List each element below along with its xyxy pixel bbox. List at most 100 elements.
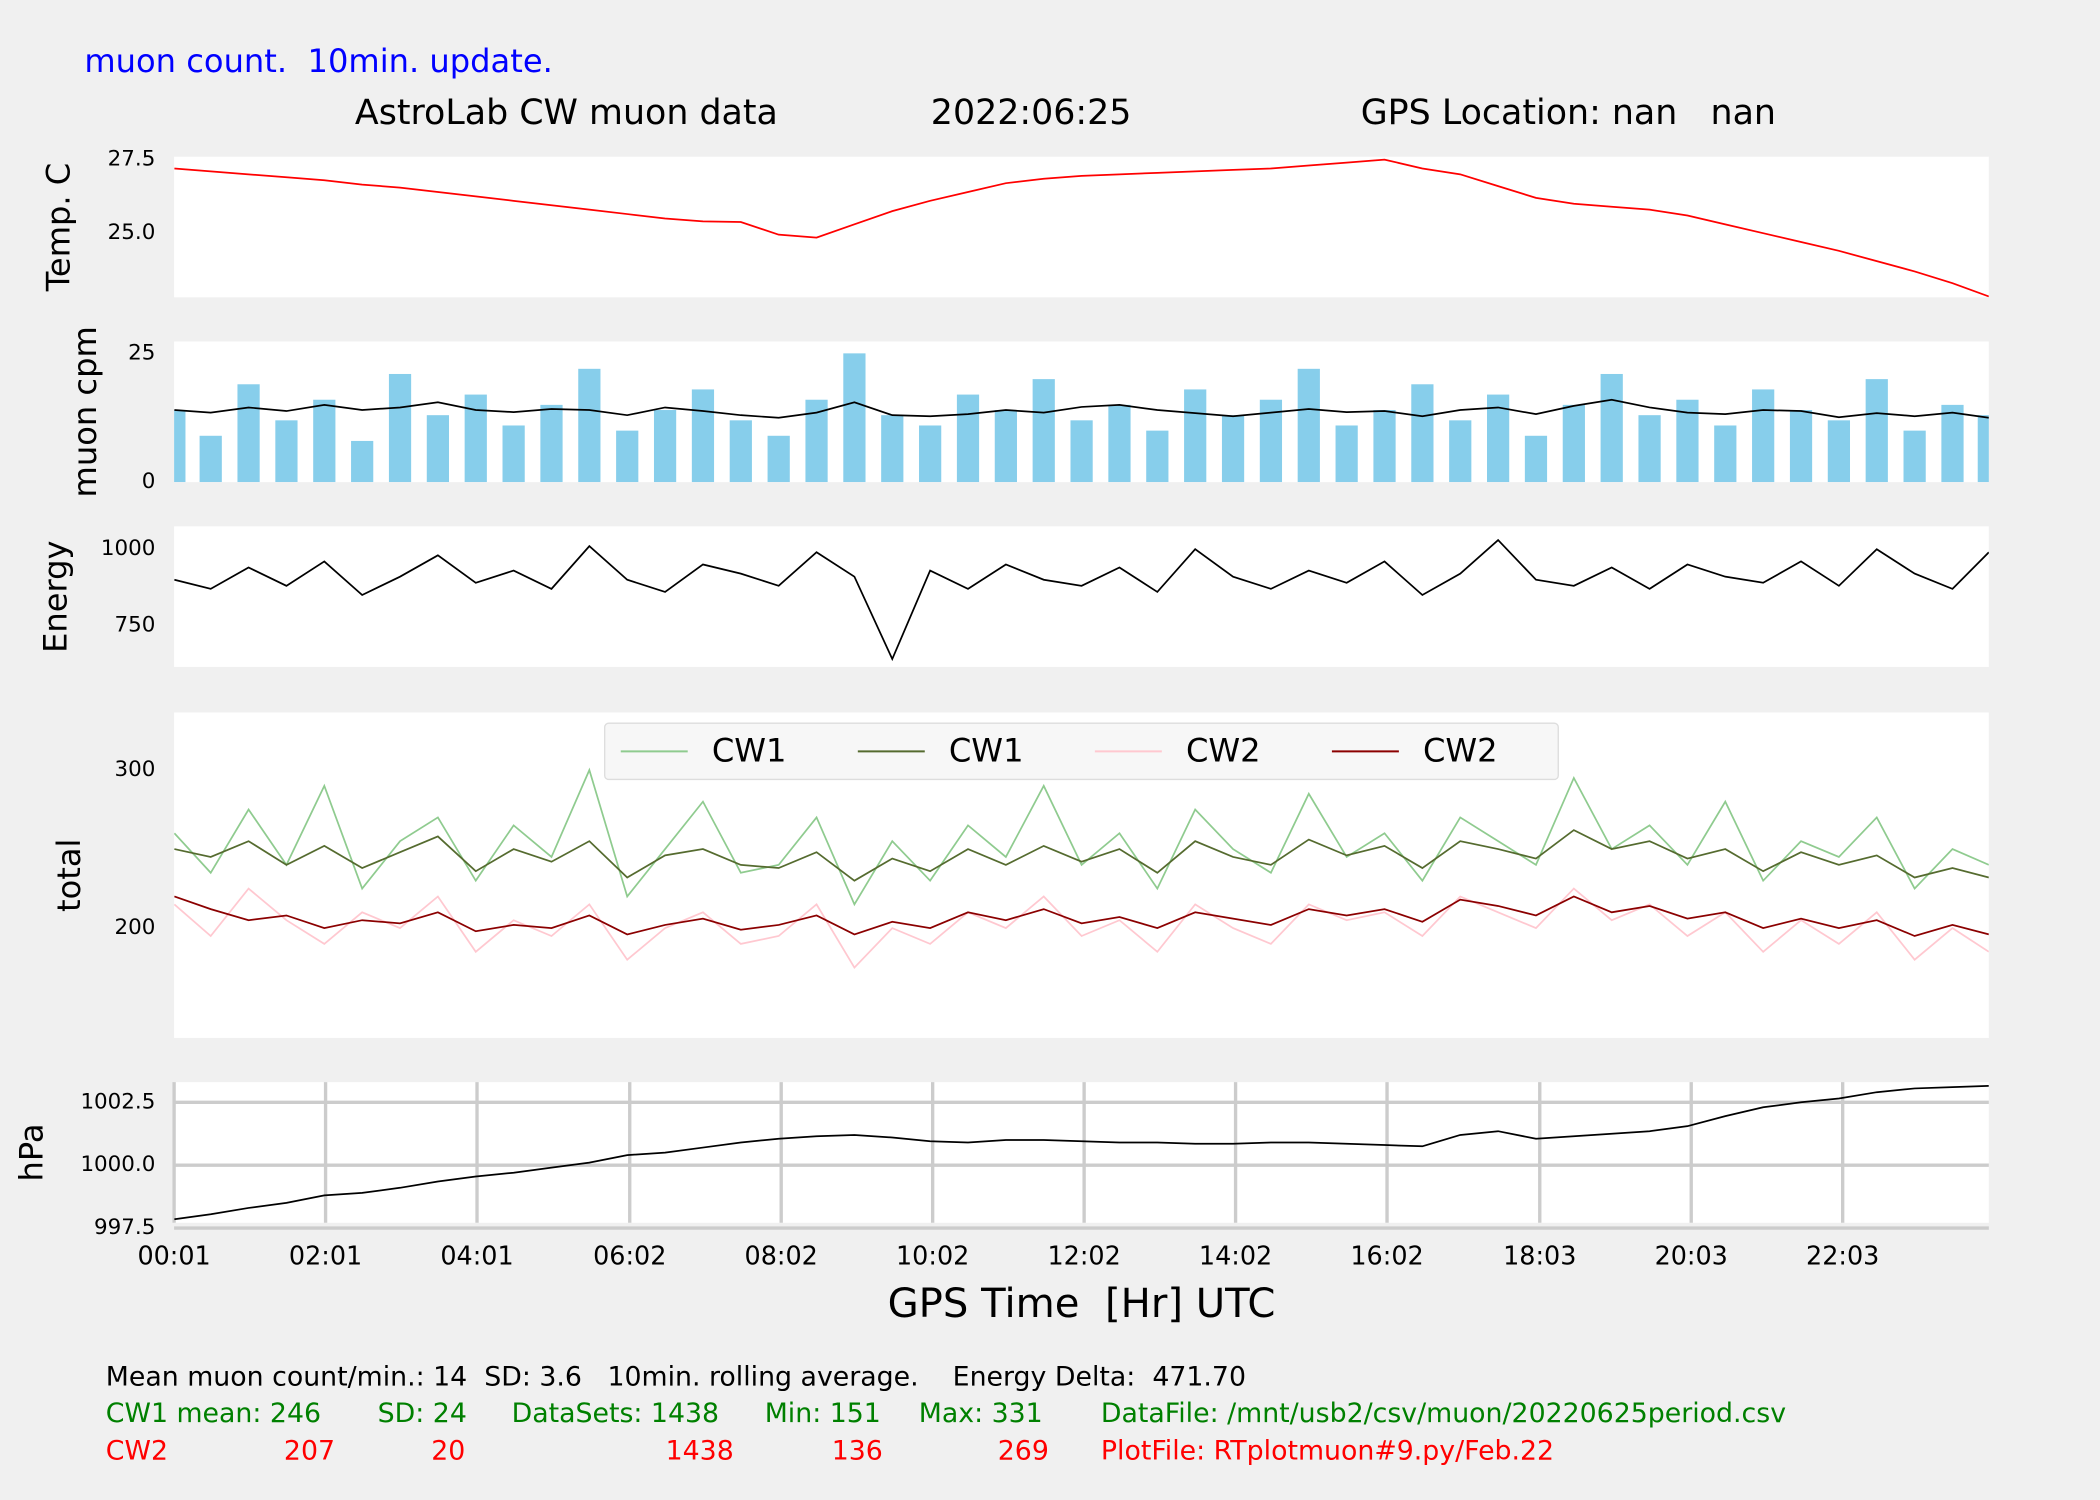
bar <box>1977 415 1989 483</box>
y-tick-label: 25.0 <box>108 220 156 245</box>
bar <box>767 435 790 483</box>
series-group <box>174 1085 1989 1221</box>
bar <box>1714 425 1737 483</box>
bar <box>1449 420 1472 483</box>
bar <box>616 430 639 483</box>
bar <box>1600 373 1623 483</box>
bar <box>1941 404 1964 483</box>
line <box>174 1085 1989 1221</box>
footer-text: 1438 <box>666 1435 734 1466</box>
x-tick-label: 14:02 <box>1199 1241 1272 1271</box>
plot-area <box>174 156 1989 298</box>
legend-label: CW2 <box>1423 732 1498 770</box>
y-tick-label: 750 <box>114 612 155 637</box>
footer-text: 269 <box>998 1435 1049 1466</box>
bar <box>729 420 752 483</box>
footer-text: PlotFile: RTplotmuon#9.py/Feb.22 <box>1101 1435 1554 1466</box>
x-tick-label: 00:01 <box>137 1241 210 1271</box>
legend-label: CW1 <box>949 732 1024 770</box>
x-tick-label: 04:01 <box>440 1241 513 1271</box>
footer-text: Max: 331 <box>919 1398 1043 1429</box>
bar <box>1827 420 1851 483</box>
bar <box>1638 415 1661 483</box>
chart-date: 2022:06:25 <box>931 93 1132 133</box>
legend-label: CW2 <box>1186 732 1261 770</box>
bar <box>1562 404 1585 483</box>
plot-area <box>174 526 1989 667</box>
x-tick-label: 20:03 <box>1655 1241 1728 1271</box>
x-tick-label: 06:02 <box>593 1241 666 1271</box>
footer-text: 20 <box>431 1435 465 1466</box>
footer-text: 207 <box>284 1435 335 1466</box>
bar <box>540 404 563 483</box>
y-tick-label: 1000 <box>101 536 155 561</box>
line <box>174 538 1989 662</box>
bar <box>174 410 186 483</box>
x-tick-label: 10:02 <box>896 1241 969 1271</box>
bar <box>843 353 866 483</box>
bar <box>502 425 525 483</box>
series-group <box>174 538 1989 662</box>
bar <box>1903 430 1926 483</box>
footer-text: CW2 <box>106 1435 168 1466</box>
footer-text: Min: 151 <box>765 1398 881 1429</box>
line <box>174 398 1989 419</box>
x-tick-label: 12:02 <box>1047 1241 1120 1271</box>
bar <box>1752 389 1775 483</box>
y-tick-label: 1002.5 <box>80 1089 155 1114</box>
line <box>174 158 1989 298</box>
note: muon count. 10min. update. <box>84 42 552 80</box>
bar <box>805 399 828 483</box>
bar <box>653 410 677 483</box>
bar <box>1411 384 1434 483</box>
legend-box <box>604 722 1559 781</box>
bar <box>1865 379 1888 483</box>
y-tick-label: 997.5 <box>94 1215 155 1240</box>
bar <box>1297 368 1320 483</box>
y-tick-label: 0 <box>142 469 156 494</box>
legend-label: CW1 <box>712 732 787 770</box>
y-tick-label: 200 <box>114 915 155 940</box>
series-group <box>174 767 1989 970</box>
bar <box>1524 435 1548 483</box>
chart-title: AstroLab CW muon data <box>355 93 778 133</box>
bar <box>881 415 904 483</box>
bar <box>994 410 1017 483</box>
bar <box>1676 399 1699 483</box>
series-group <box>174 158 1989 298</box>
x-tick-label: 16:02 <box>1350 1241 1423 1271</box>
bar <box>578 368 601 483</box>
bar <box>1184 389 1207 483</box>
x-tick-label: 18:03 <box>1503 1241 1576 1271</box>
bar <box>1032 379 1055 483</box>
line <box>174 895 1989 937</box>
line <box>174 829 1989 882</box>
y-axis-label: muon cpm <box>66 326 104 497</box>
bar <box>313 399 336 483</box>
y-tick-label: 27.5 <box>108 147 156 172</box>
y-axis-label: hPa <box>12 1123 50 1181</box>
bar <box>388 373 412 483</box>
x-axis-label: GPS Time [Hr] UTC <box>888 1281 1276 1327</box>
y-tick-label: 25 <box>128 340 155 365</box>
bar <box>1487 394 1510 483</box>
y-axis-label: Energy <box>37 540 75 652</box>
line <box>174 767 1989 907</box>
bar <box>1146 430 1169 483</box>
y-axis-label: Temp. C <box>39 163 77 292</box>
footer-text: DataFile: /mnt/usb2/csv/muon/20220625per… <box>1101 1398 1786 1429</box>
footer-text: SD: 24 <box>378 1398 467 1429</box>
x-tick-label: 08:02 <box>745 1241 818 1271</box>
bar <box>1789 410 1813 483</box>
bar <box>1373 410 1396 483</box>
bar <box>237 384 260 483</box>
x-tick-label: 22:03 <box>1806 1241 1879 1271</box>
y-tick-label: 1000.0 <box>80 1152 155 1177</box>
bar <box>199 435 222 483</box>
bar <box>956 394 980 483</box>
summary: Mean muon count/min.: 14 SD: 3.6 10min. … <box>106 1362 1246 1393</box>
bar <box>1108 404 1131 483</box>
line <box>174 887 1989 970</box>
bar <box>1221 415 1245 483</box>
footer-text: 136 <box>832 1435 883 1466</box>
